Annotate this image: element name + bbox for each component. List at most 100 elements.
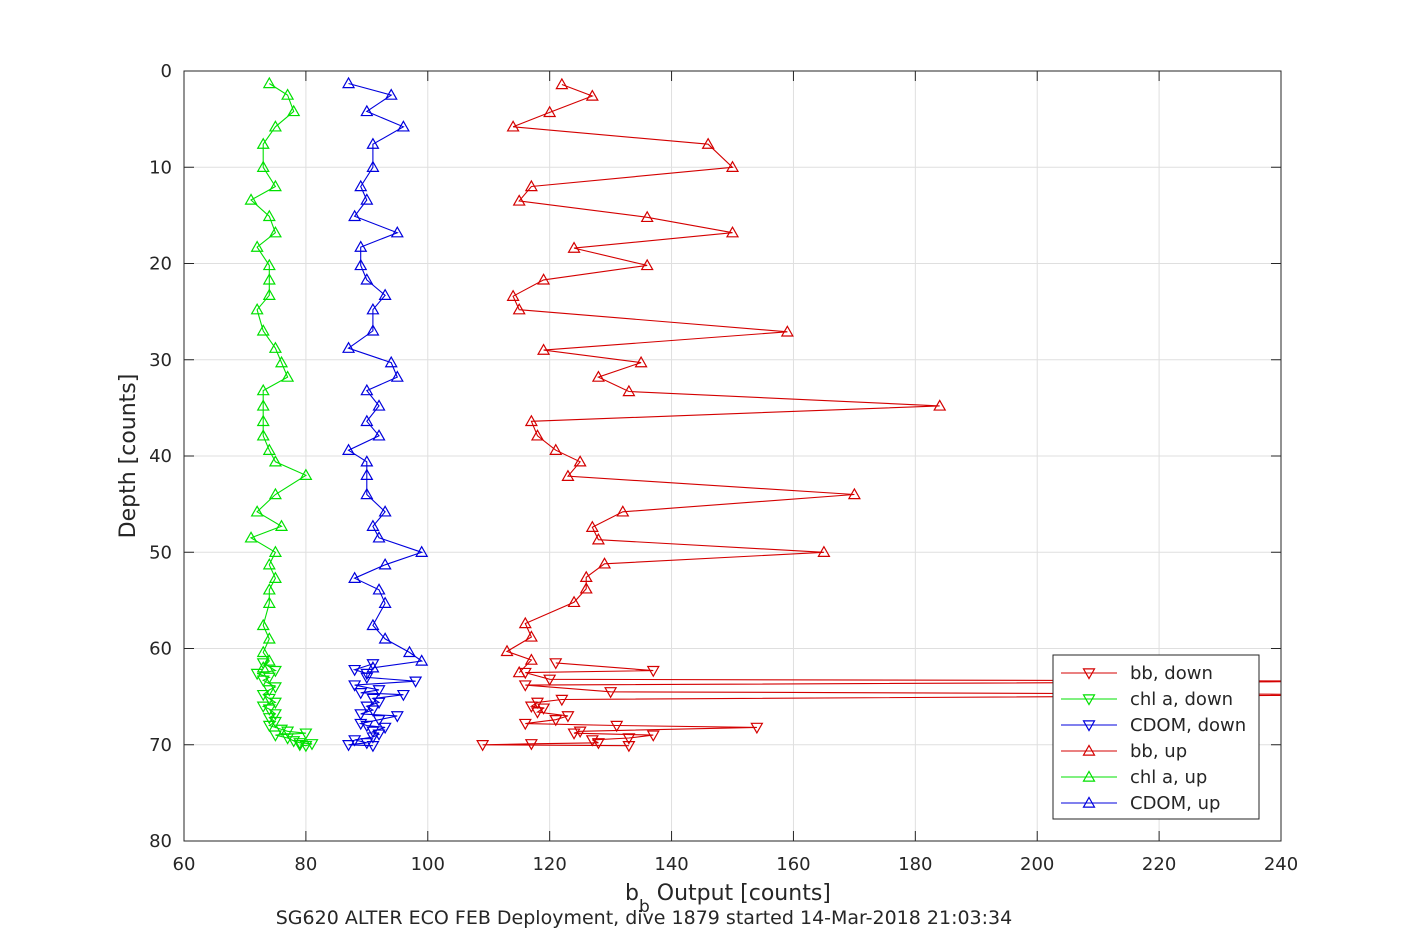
data-point	[396, 120, 410, 132]
y-tick-label: 60	[149, 639, 172, 660]
x-tick-label: 220	[1142, 854, 1176, 875]
y-tick-label: 80	[149, 831, 172, 852]
data-point	[354, 179, 368, 192]
data-point	[256, 675, 270, 687]
data-point	[256, 414, 270, 427]
data-point	[281, 733, 295, 745]
data-point	[409, 676, 423, 688]
y-axis-ticks: 0 10 20 30 40 50 60 70 80	[149, 61, 1281, 852]
data-point	[622, 384, 636, 397]
data-point	[360, 672, 374, 685]
data-point	[1397, 691, 1408, 701]
data-point	[555, 694, 569, 707]
data-point	[500, 644, 514, 657]
data-point	[360, 273, 374, 285]
data-point	[256, 429, 270, 441]
data-point	[360, 193, 374, 205]
legend-label: chl a, down	[1130, 689, 1233, 710]
data-point	[274, 355, 289, 368]
x-tick-label: 80	[294, 854, 317, 875]
data-point	[933, 399, 947, 411]
data-point	[573, 455, 587, 467]
data-point	[372, 729, 386, 741]
data-point	[372, 583, 386, 595]
data-point	[585, 520, 599, 532]
legend-label: bb, up	[1130, 741, 1187, 762]
data-point	[610, 720, 624, 733]
data-point	[366, 740, 380, 753]
data-point	[537, 343, 551, 355]
data-point	[561, 469, 575, 481]
data-point	[348, 680, 362, 692]
data-point	[378, 596, 392, 608]
data-point	[506, 120, 520, 132]
data-point	[366, 618, 380, 631]
data-point	[256, 618, 270, 631]
data-point	[384, 88, 398, 100]
data-point	[372, 531, 386, 543]
x-tick-label: 180	[898, 854, 932, 875]
data-point	[543, 105, 557, 118]
data-point	[256, 399, 270, 411]
data-point	[268, 709, 282, 721]
data-point	[591, 738, 605, 750]
data-point	[524, 414, 538, 427]
data-point	[281, 370, 295, 382]
data-point	[567, 595, 581, 608]
data-point	[524, 630, 538, 642]
data-point	[262, 654, 276, 666]
data-point	[348, 209, 362, 222]
data-point	[250, 668, 264, 681]
data-point	[299, 468, 313, 480]
data-point	[256, 701, 270, 713]
data-point	[244, 193, 258, 205]
series-layer	[244, 76, 1408, 753]
data-point	[567, 728, 581, 740]
data-point	[268, 225, 282, 238]
data-point	[262, 596, 276, 608]
data-point	[372, 697, 386, 710]
data-point	[518, 616, 532, 629]
data-point	[360, 701, 374, 713]
data-point	[354, 688, 368, 700]
data-point	[512, 302, 526, 315]
data-point	[634, 355, 648, 368]
data-point	[555, 77, 569, 90]
data-point	[817, 545, 831, 557]
data-point	[372, 429, 386, 441]
series-bb-up	[500, 77, 947, 678]
data-point	[366, 726, 380, 738]
data-point	[622, 733, 636, 745]
data-point	[378, 558, 392, 570]
data-point	[268, 716, 282, 729]
y-tick-label: 50	[149, 542, 172, 563]
data-point	[256, 658, 270, 670]
data-point	[256, 661, 270, 673]
data-point	[604, 687, 618, 699]
data-point	[268, 730, 282, 742]
series-bb-down	[476, 658, 1408, 753]
data-point	[384, 355, 398, 368]
series-line-cdom-up	[347, 82, 424, 669]
data-point	[244, 531, 258, 543]
legend-box	[1052, 654, 1260, 820]
data-point	[348, 664, 362, 677]
data-point	[415, 654, 429, 666]
data-point	[360, 487, 374, 500]
data-point	[268, 697, 282, 710]
data-point	[299, 728, 313, 740]
legend-label: CDOM, up	[1130, 793, 1220, 814]
data-point	[256, 324, 270, 336]
data-point	[378, 288, 392, 300]
legend: bb, down chl a, down CDOM, down bb, up chl a…	[1052, 654, 1260, 820]
data-point	[402, 645, 417, 658]
data-point	[725, 160, 740, 172]
data-point	[360, 383, 374, 396]
data-point	[390, 225, 404, 238]
data-point	[537, 703, 551, 715]
data-point	[549, 714, 563, 727]
series-chl-a-up	[244, 76, 313, 673]
data-point	[1397, 677, 1408, 687]
data-point	[750, 722, 764, 735]
data-point	[701, 137, 715, 149]
